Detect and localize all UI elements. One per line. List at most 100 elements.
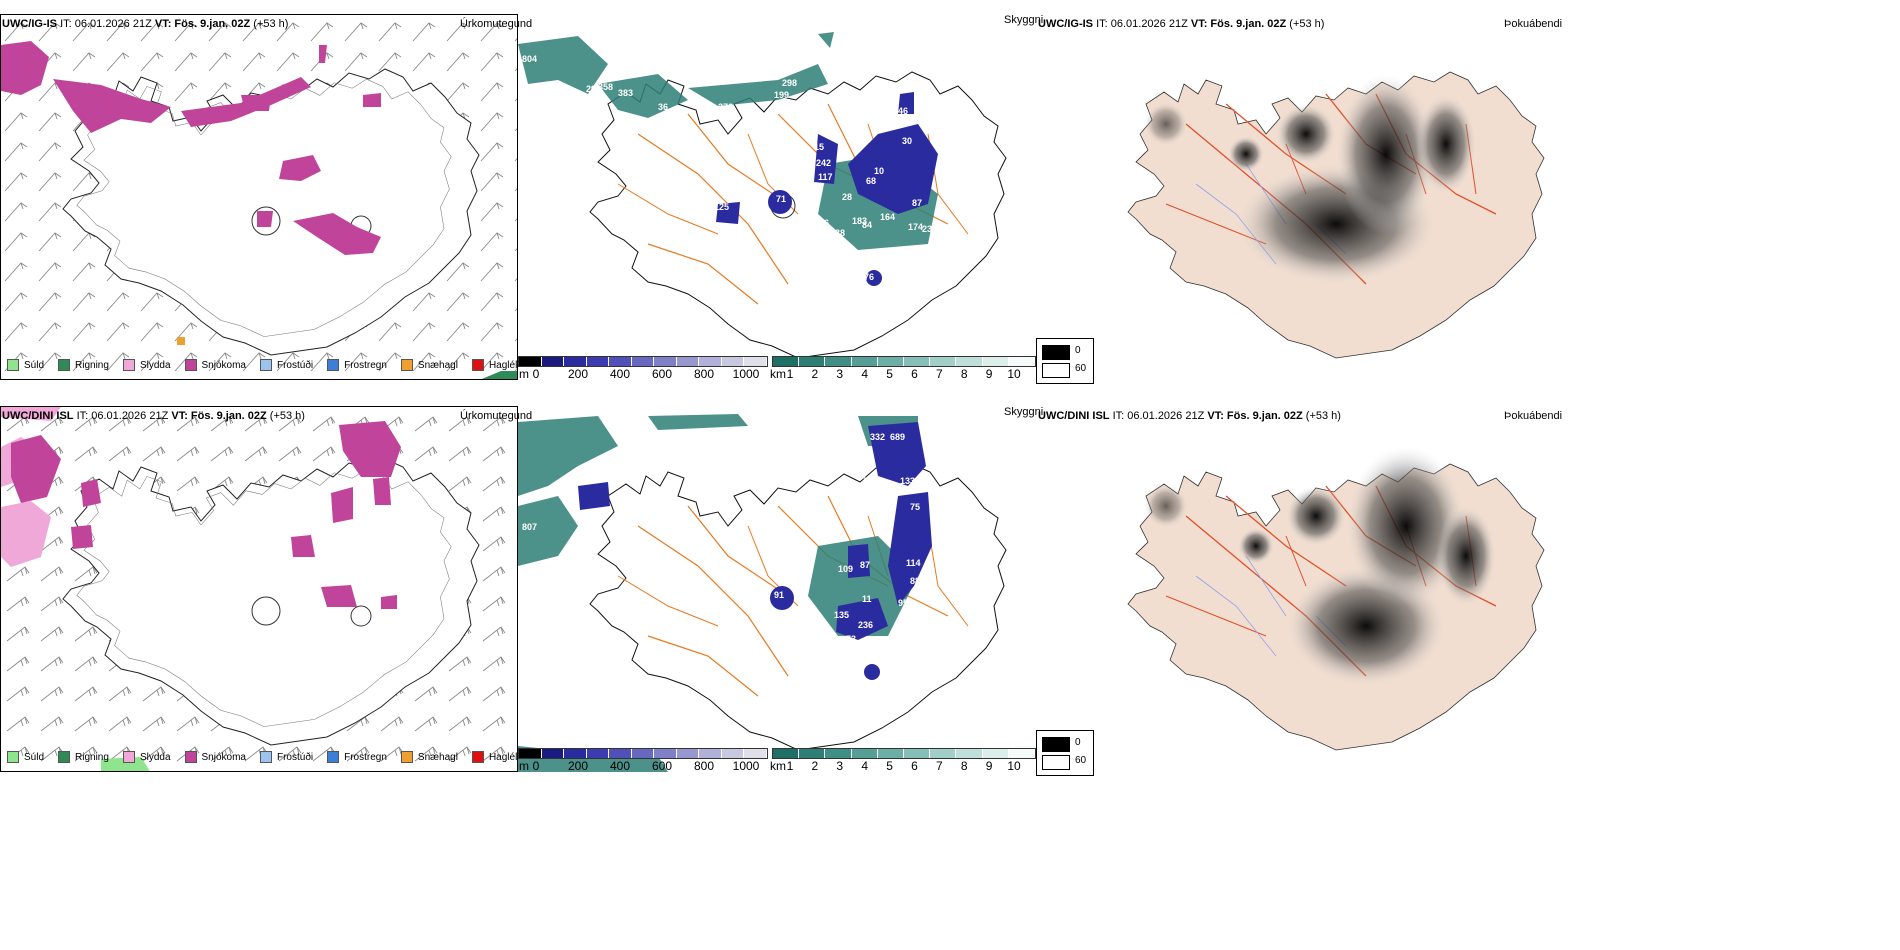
precip-legend-item: Snæhagl bbox=[401, 751, 458, 763]
vis-value-label: 163 bbox=[922, 580, 937, 590]
legend-swatch bbox=[472, 751, 484, 763]
fog-title-2: Þokuábendi bbox=[1504, 410, 1562, 422]
cloud-scale-tick: 600 bbox=[652, 759, 672, 773]
precip-legend-item: Rigning bbox=[58, 751, 109, 763]
fog-legend-1: 0 60 bbox=[1036, 338, 1094, 384]
vis-value-label: 160 bbox=[912, 478, 927, 488]
cloud-scale-swatch bbox=[632, 749, 655, 758]
vis-scale-tick: 10 bbox=[1007, 759, 1020, 773]
lead-time: (+53 h) bbox=[253, 18, 288, 30]
vis-scale-swatch bbox=[930, 749, 956, 758]
precip-header-1: UWC/IG-IS IT: 06.01.2026 21Z VT: Fös. 9.… bbox=[2, 18, 288, 30]
vis-value-label: 28 bbox=[842, 192, 852, 202]
precip-legend-item: Snjókoma bbox=[185, 359, 246, 371]
legend-label: Frostúði bbox=[277, 752, 313, 763]
legend-swatch bbox=[472, 359, 484, 371]
fog-title-1: Þokuábendi bbox=[1504, 18, 1562, 30]
cloud-scale-unit: m bbox=[519, 759, 529, 773]
precip-legend-item: Haglél bbox=[472, 751, 517, 763]
vis-value-label: 88 bbox=[910, 576, 920, 586]
vis-value-label: 332 bbox=[870, 432, 885, 442]
valid-time: Fös. 9.jan. 02Z bbox=[1210, 18, 1286, 30]
vis-scale-tick: 10 bbox=[1007, 367, 1020, 381]
vis-scale-tick: 1 bbox=[787, 367, 794, 381]
vis-value-label: 10 bbox=[874, 166, 884, 176]
visibility-scale-2: km 1 2 3 4 5 6 7 8 9 10 bbox=[772, 748, 1036, 773]
fog-legend-2: 0 60 bbox=[1036, 730, 1094, 776]
vis-value-label: 804 bbox=[522, 54, 537, 64]
vis-scale-swatch bbox=[904, 357, 930, 366]
vis-scale-swatch bbox=[904, 749, 930, 758]
init-time: IT: 06.01.2026 21Z bbox=[1113, 410, 1205, 422]
legend-label: Snæhagl bbox=[418, 752, 458, 763]
cloud-scale-swatch bbox=[587, 749, 610, 758]
cloud-scale-unit: m bbox=[519, 367, 529, 381]
cloud-scale-swatch bbox=[722, 749, 745, 758]
fog-panel-1 bbox=[1036, 14, 1556, 380]
vis-scale-tick: 8 bbox=[961, 759, 968, 773]
cloud-scale-swatch bbox=[632, 357, 655, 366]
valid-time: Fös. 9.jan. 02Z bbox=[1227, 410, 1303, 422]
vis-value-label: 135 bbox=[834, 610, 849, 620]
vis-value-label: 246 bbox=[814, 218, 829, 228]
fog-legend-label: 0 bbox=[1075, 737, 1081, 748]
fog-panel-2 bbox=[1036, 406, 1556, 772]
vis-value-label: 76 bbox=[864, 272, 874, 282]
vis-value-label: 755 bbox=[862, 476, 877, 486]
vis-value-label: 114 bbox=[906, 558, 921, 568]
legend-swatch bbox=[185, 751, 197, 763]
legend-swatch bbox=[7, 359, 19, 371]
vis-value-label: 23 bbox=[922, 224, 932, 234]
cloud-scale-swatch bbox=[542, 749, 565, 758]
precip-legend-1: Súld Rigning Slydda Snjókoma Frostúði Frostre… bbox=[7, 359, 517, 371]
vis-scale-tick: 3 bbox=[836, 367, 843, 381]
vis-value-label: 30 bbox=[902, 136, 912, 146]
precip-type-map-2 bbox=[1, 407, 518, 772]
model-name: UWC/IG-IS bbox=[1038, 18, 1093, 30]
vis-value-label: 117 bbox=[818, 172, 833, 182]
vis-scale-tick: 6 bbox=[911, 367, 918, 381]
vis-value-label: 95 bbox=[898, 598, 908, 608]
precip-legend-2: Súld Rigning Slydda Snjókoma Frostúði Frostre… bbox=[7, 751, 517, 763]
fog-legend-label: 60 bbox=[1075, 363, 1086, 374]
cloud-scale-swatch bbox=[722, 357, 745, 366]
precip-type-panel-1: Súld Rigning Slydda Snjókoma Frostúði Frostre… bbox=[0, 14, 518, 380]
vis-scale-tick: 4 bbox=[861, 759, 868, 773]
vis-value-label: 73 bbox=[846, 634, 856, 644]
init-time: IT: 06.01.2026 21Z bbox=[77, 410, 169, 422]
vis-value-label: 358 bbox=[598, 82, 613, 92]
visibility-panel-1: 804 299 358 383 36 276 199 298 46 30 15 242 113 117 71… bbox=[518, 14, 1018, 380]
vis-value-label: 199 bbox=[774, 90, 789, 100]
legend-swatch bbox=[185, 359, 197, 371]
cloud-scale-swatch bbox=[542, 357, 565, 366]
legend-swatch bbox=[7, 751, 19, 763]
vis-value-label: 43 bbox=[864, 654, 874, 664]
legend-swatch bbox=[401, 751, 413, 763]
vis-scale-tick: 2 bbox=[812, 759, 819, 773]
legend-label: Slydda bbox=[140, 752, 171, 763]
fog-legend-label: 60 bbox=[1075, 755, 1086, 766]
precip-legend-item: Frostúði bbox=[260, 751, 313, 763]
visibility-scale-1: km 1 2 3 4 5 6 7 8 9 10 bbox=[772, 356, 1036, 381]
cloud-scale-swatch bbox=[519, 749, 542, 758]
precip-header-2: UWC/DINI ISL IT: 06.01.2026 21Z VT: Fös.… bbox=[2, 410, 305, 422]
precip-type-panel-2: Súld Rigning Slydda Snjókoma Frostúði Frostre… bbox=[0, 406, 518, 772]
legend-label: Frostregn bbox=[344, 752, 387, 763]
cloud-scale-tick: 200 bbox=[568, 759, 588, 773]
valid-label: VT: bbox=[155, 18, 172, 30]
vis-value-label: 71 bbox=[776, 194, 786, 204]
vis-scale-swatch bbox=[956, 357, 982, 366]
vis-scale-swatch bbox=[878, 357, 904, 366]
legend-label: Slydda bbox=[140, 360, 171, 371]
legend-label: Haglél bbox=[489, 752, 517, 763]
vis-value-label: 91 bbox=[774, 590, 784, 600]
legend-label: Snjókoma bbox=[202, 752, 246, 763]
legend-swatch bbox=[58, 751, 70, 763]
cloud-scale-swatch bbox=[744, 357, 767, 366]
precip-legend-item: Slydda bbox=[123, 751, 171, 763]
fog-legend-swatch bbox=[1042, 755, 1070, 770]
legend-swatch bbox=[58, 359, 70, 371]
legend-label: Rigning bbox=[75, 752, 109, 763]
vis-value-label: 113 bbox=[794, 166, 809, 176]
